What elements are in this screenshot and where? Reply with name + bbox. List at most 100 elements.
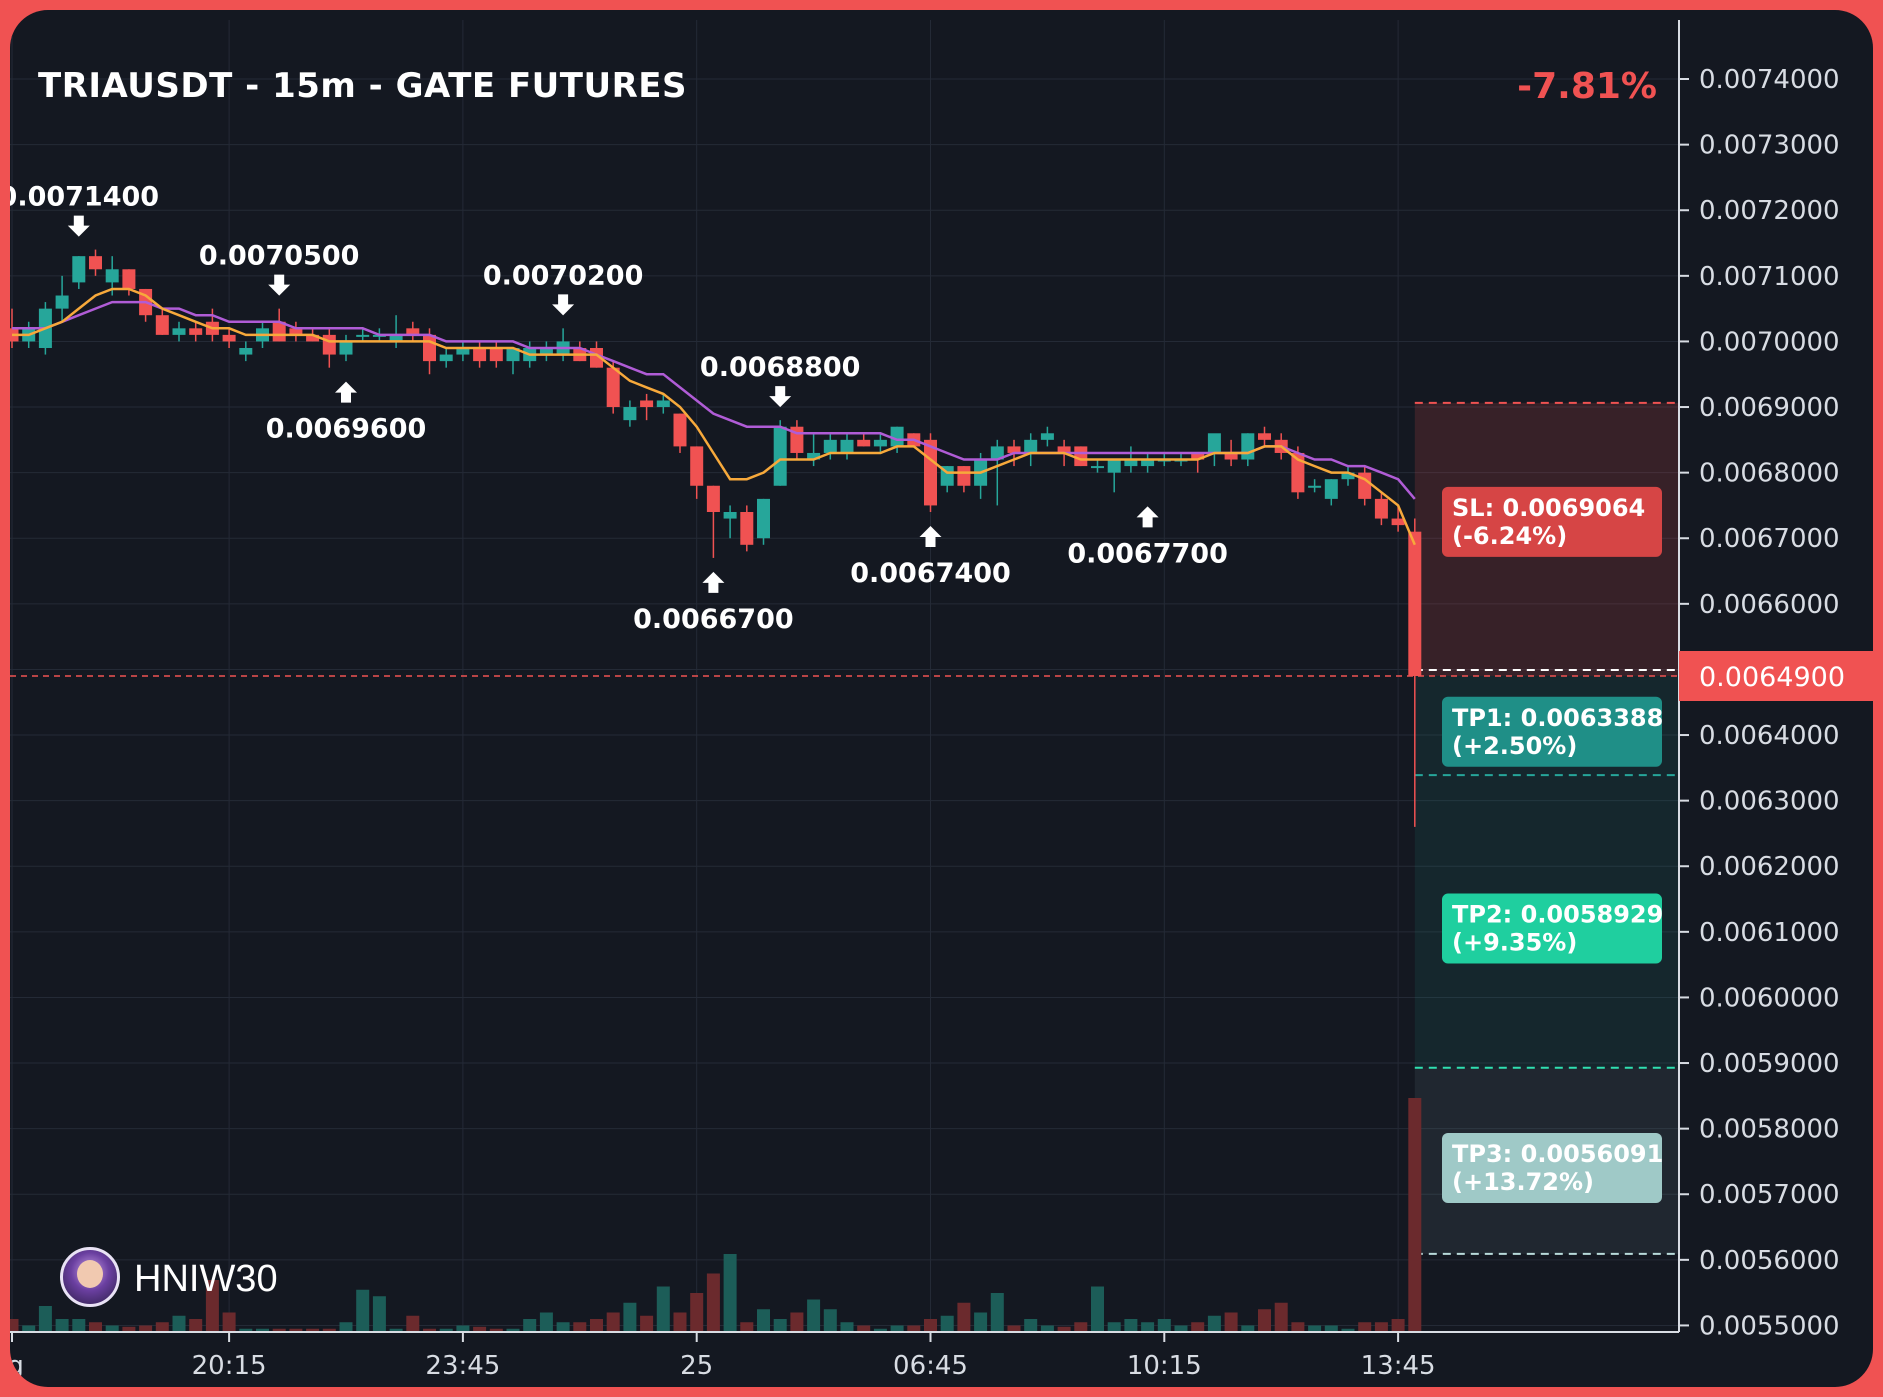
- tp3-label: TP3: 0.0056091: [1452, 1140, 1663, 1168]
- arrow-up-icon: [1136, 506, 1159, 528]
- axes: 0.0074000 0.0073000 0.0072000 0.0071000 0.00…: [10, 20, 1873, 1381]
- volume-bar: [256, 1328, 269, 1332]
- volume-bar: [423, 1328, 436, 1332]
- candle-body: [1024, 439, 1038, 453]
- avatar-icon: [60, 1247, 120, 1307]
- y-tick-label: 0.0062000: [1699, 852, 1840, 882]
- volume-bar: [1074, 1322, 1088, 1332]
- candle-body: [840, 439, 854, 453]
- volume-bar: [873, 1328, 887, 1332]
- volume-bar: [356, 1289, 370, 1332]
- y-tick-label: 0.0072000: [1699, 196, 1840, 226]
- candle-body: [990, 446, 1004, 460]
- volume-bar: [1057, 1326, 1071, 1332]
- candle-body: [72, 256, 86, 283]
- volume-bar: [473, 1326, 487, 1332]
- volume-bar: [205, 1280, 219, 1332]
- candle-body: [1057, 446, 1071, 453]
- candle-body: [1391, 518, 1405, 526]
- volume-bar: [1391, 1319, 1405, 1332]
- volume-bar: [924, 1319, 937, 1332]
- volume-bar: [590, 1319, 603, 1332]
- candle-body: [623, 407, 637, 421]
- volume-bar: [840, 1322, 854, 1332]
- candle-body: [222, 334, 236, 342]
- current-price-tag: [1679, 651, 1873, 701]
- volume-bar: [890, 1325, 904, 1332]
- volume-bar: [1358, 1322, 1372, 1332]
- candle-body: [389, 334, 403, 342]
- volume-bar: [656, 1286, 670, 1332]
- price-annotation: 0.0068800: [700, 352, 861, 383]
- candle-body: [189, 328, 203, 335]
- volume-bar: [1224, 1312, 1238, 1332]
- x-tick-label: 06:45: [893, 1351, 968, 1381]
- candle-body: [1141, 459, 1155, 467]
- y-tick-label: 0.0059000: [1699, 1049, 1840, 1079]
- y-tick-label: 0.0055000: [1699, 1311, 1840, 1341]
- candle-body: [155, 315, 169, 335]
- tp2-label-box: [1442, 893, 1662, 964]
- volume-bar: [807, 1299, 821, 1332]
- candle-body: [640, 400, 654, 408]
- sl-label: SL: 0.0069064: [1452, 494, 1645, 522]
- volume-bar: [1007, 1325, 1021, 1332]
- volume-bar: [38, 1306, 52, 1332]
- volume-bar: [640, 1315, 654, 1332]
- candle-body: [1374, 498, 1388, 519]
- arrow-down-icon: [552, 294, 575, 316]
- volume-bar: [456, 1325, 470, 1332]
- candle-body: [1107, 459, 1121, 473]
- volume-bar: [1324, 1325, 1338, 1332]
- volume-bar: [1024, 1319, 1038, 1332]
- candle-body: [957, 466, 971, 486]
- candle-body: [289, 328, 303, 335]
- y-tick-label: 0.0064000: [1699, 721, 1840, 751]
- candle-body: [690, 446, 704, 486]
- price-annotation: 0.0067700: [1067, 538, 1228, 569]
- candle-body: [1224, 452, 1238, 460]
- price-annotation: 0.0067400: [850, 558, 1011, 589]
- volume-bar: [1291, 1322, 1305, 1332]
- grid-lines: [10, 20, 1679, 1332]
- volume-bar: [857, 1325, 871, 1332]
- candle-body: [473, 348, 487, 362]
- level-labels: SL: 0.0069064(-6.24%) TP1: 0.0063388(+2.5…: [1442, 486, 1663, 1203]
- arrow-up-icon: [702, 571, 725, 593]
- x-tick-label: 13:45: [1361, 1351, 1436, 1381]
- volume-bar: [723, 1254, 737, 1332]
- candle-body: [172, 328, 186, 335]
- volume-bar: [757, 1309, 770, 1332]
- volume-bar: [1341, 1328, 1355, 1332]
- volume-bar: [105, 1325, 119, 1332]
- candle-body: [406, 328, 420, 335]
- trade-zones: [10, 401, 1679, 1255]
- x-tick-label: 25: [680, 1351, 713, 1381]
- candle-body: [873, 439, 887, 447]
- candle-body: [272, 321, 286, 342]
- volume-bar: [272, 1328, 286, 1332]
- tp3-pct: (+13.72%): [1452, 1168, 1594, 1196]
- volume-bar: [1374, 1322, 1388, 1332]
- candle-body: [924, 439, 937, 506]
- volume-bar: [322, 1328, 336, 1332]
- candle-body: [1040, 433, 1054, 440]
- candle-body: [1207, 433, 1221, 453]
- candles: [10, 249, 1422, 827]
- candlestick-chart[interactable]: 0.00714000.00705000.00696000.00702000.00…: [10, 10, 1873, 1387]
- candle-body: [1241, 433, 1255, 460]
- x-tick-label: 23:45: [425, 1351, 500, 1381]
- arrow-down-icon: [769, 386, 792, 408]
- volume-bar: [690, 1293, 704, 1332]
- y-tick-label: 0.0058000: [1699, 1115, 1840, 1145]
- candle-body: [1007, 446, 1021, 453]
- chart-title: TRIAUSDT - 15m - GATE FUTURES: [38, 66, 687, 106]
- candle-body: [339, 341, 353, 355]
- volume-bar: [990, 1293, 1004, 1332]
- candle-body: [439, 354, 453, 362]
- candle-body: [1408, 531, 1422, 676]
- arrow-up-icon: [919, 526, 942, 547]
- volume-bar: [289, 1328, 303, 1332]
- volume-bar: [539, 1312, 553, 1332]
- volume-bar: [706, 1273, 720, 1332]
